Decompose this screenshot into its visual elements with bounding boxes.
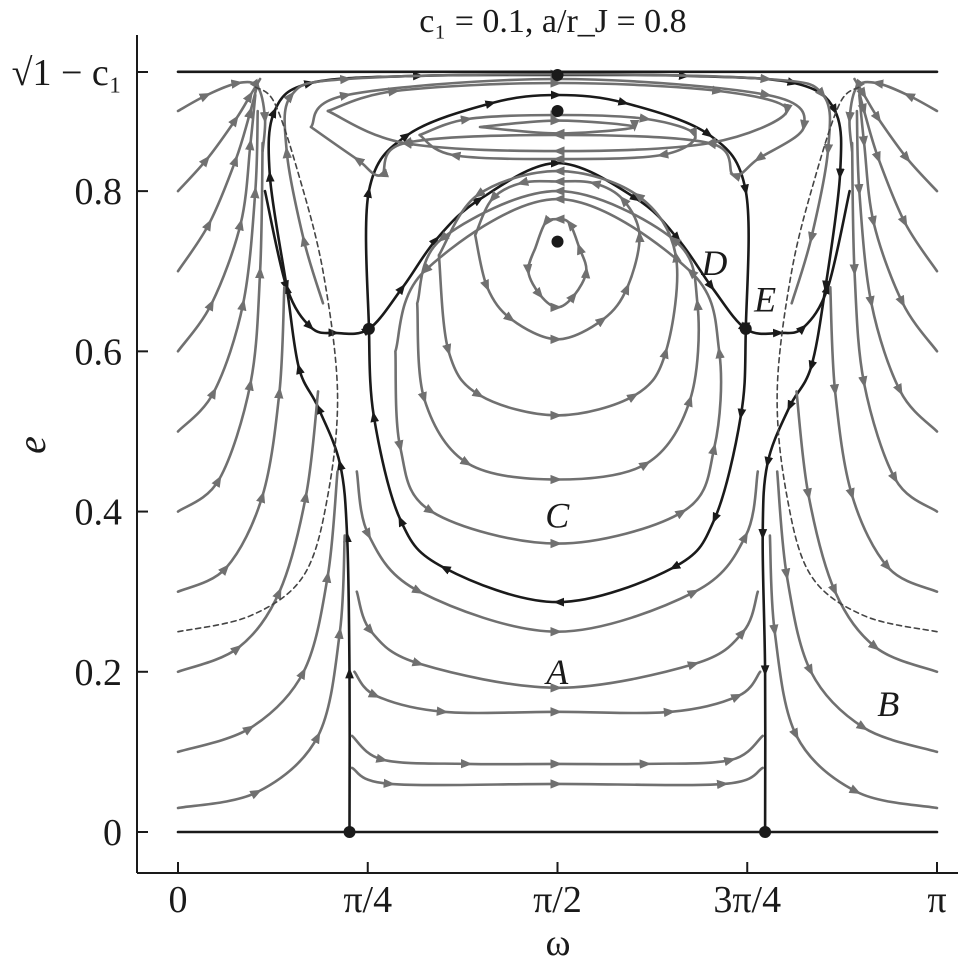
y-tick-label: 0.6 <box>75 331 123 373</box>
flow-curve <box>176 141 265 513</box>
flow-curve <box>394 194 725 549</box>
equilibrium-point <box>343 826 356 838</box>
flow-curve <box>415 186 703 485</box>
equilibrium-point <box>551 68 564 81</box>
flow-curve <box>350 734 764 769</box>
equilibrium-point <box>759 826 772 838</box>
flow-curve <box>176 286 286 593</box>
flow-curve <box>768 534 939 810</box>
equilibria-group <box>343 68 772 838</box>
flow-curve <box>437 166 682 421</box>
chart-title: c₁ = 0.1, a/r_J = 0.8 <box>419 3 686 40</box>
flow-curve <box>522 214 591 312</box>
curve-group <box>176 69 939 834</box>
flow-curve <box>355 470 760 637</box>
separatrix-curve <box>265 70 845 834</box>
x-tick-label: π/4 <box>343 879 392 921</box>
x-tick-label: 3π/4 <box>713 879 781 921</box>
y-tick-label: 0.8 <box>75 171 123 213</box>
flow-curve <box>478 115 640 139</box>
region-label: D <box>700 243 727 283</box>
flow-curve <box>176 534 346 810</box>
y-tick-label: 0.2 <box>75 652 123 694</box>
y-axis-label: e <box>9 436 54 454</box>
y-tick-label: 0.4 <box>75 492 123 534</box>
equilibrium-point <box>551 105 564 118</box>
flow-curve <box>829 286 939 593</box>
region-label: E <box>753 279 776 319</box>
flow-curve <box>854 109 939 433</box>
y-tick-label: √1 − c₁ <box>12 52 122 94</box>
flow-curve <box>353 670 762 718</box>
flow-curve <box>176 109 260 433</box>
region-label: C <box>545 496 570 536</box>
equilibrium-point <box>551 235 564 248</box>
y-tick-label: 0 <box>103 812 122 854</box>
x-tick-label: 0 <box>169 879 188 921</box>
flow-curve <box>849 141 939 513</box>
dashed-curve <box>776 86 938 633</box>
x-axis-label: ω <box>545 922 570 964</box>
region-label: A <box>544 652 569 692</box>
x-tick-label: π/2 <box>533 879 582 921</box>
flow-curve <box>326 78 793 156</box>
region-label: B <box>877 684 899 724</box>
flow-curve <box>350 766 764 790</box>
equilibrium-point <box>739 322 752 335</box>
x-tick-label: π <box>927 879 946 921</box>
dashed-curve <box>177 86 339 633</box>
equilibrium-point <box>362 322 375 335</box>
label-group: A B C DE <box>544 243 899 724</box>
tick-group: 0 π/4 π/2 3π/4 π 0 0.2 0.4 0.6 0.8 √1 − c₁ <box>12 52 947 921</box>
